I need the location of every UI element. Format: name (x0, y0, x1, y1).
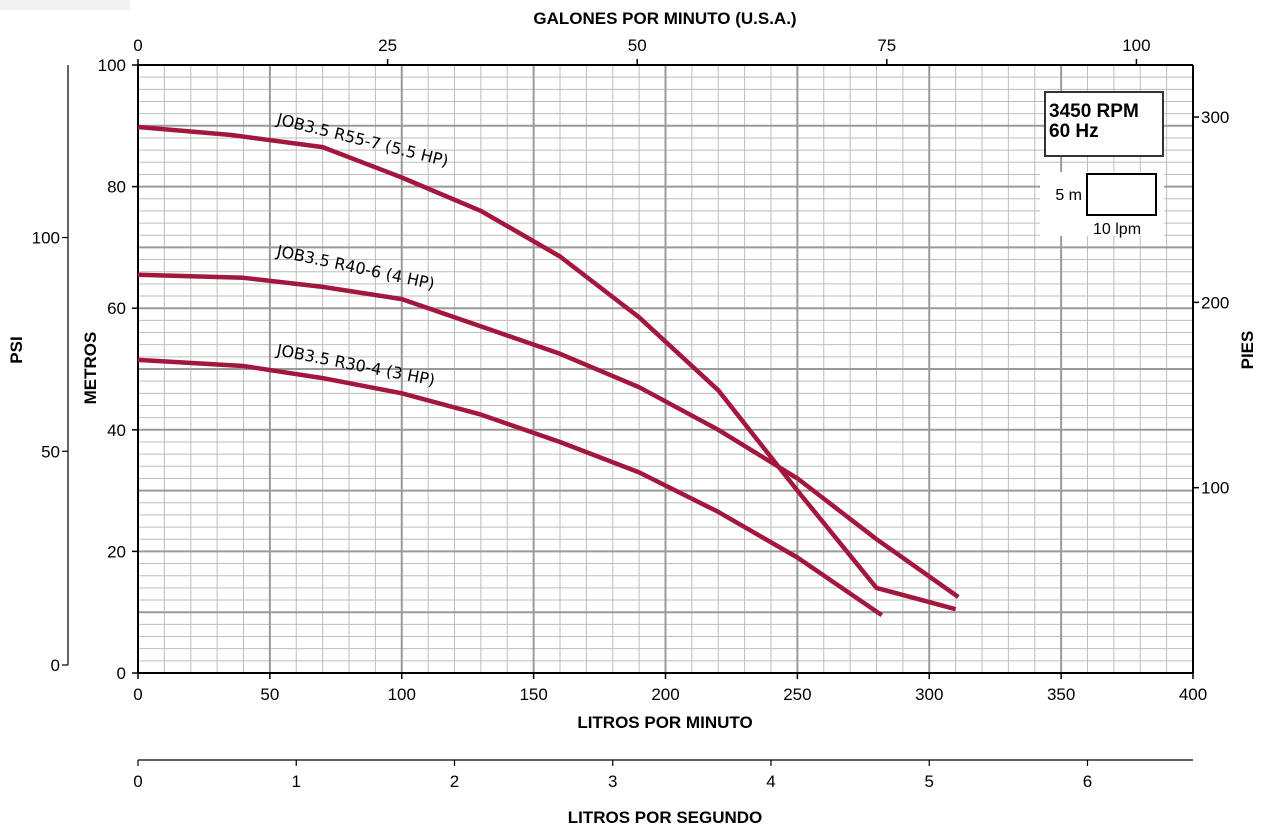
curve-r40-6 (137, 272, 960, 599)
scale-vertical-label: 5 m (1055, 187, 1082, 204)
hz-label: 60 Hz (1049, 121, 1099, 142)
pies-tick-label: 200 (1201, 293, 1229, 312)
lps-tick-label: 4 (766, 772, 775, 791)
lpm-tick-label: 250 (783, 685, 811, 704)
pump-curves (137, 124, 960, 618)
top-axis-title: GALONES POR MINUTO (U.S.A.) (533, 9, 796, 28)
metros-tick-label: 100 (98, 56, 126, 75)
pies-tick-label: 300 (1201, 108, 1229, 127)
metros-tick-label: 40 (107, 421, 126, 440)
rpm-box (1044, 91, 1164, 157)
lps-tick-label: 3 (608, 772, 617, 791)
pies-axis-title: PIES (1238, 331, 1257, 370)
metros-tick-label: 20 (107, 542, 126, 561)
scale-box (1086, 173, 1157, 216)
grid (138, 65, 1193, 673)
header-strip (0, 0, 130, 10)
lpm-tick-label: 100 (388, 685, 416, 704)
metros-tick-label: 0 (117, 664, 126, 683)
lpm-tick-label: 150 (519, 685, 547, 704)
scale-horizontal-label: 10 lpm (1093, 221, 1141, 238)
gpm-tick-label: 0 (133, 36, 142, 55)
lps-tick-label: 2 (450, 772, 459, 791)
lpm-tick-label: 0 (133, 685, 142, 704)
psi-tick-label: 0 (51, 656, 60, 675)
gpm-tick-label: 25 (378, 36, 397, 55)
psi-tick-label: 100 (32, 229, 60, 248)
gpm-tick-label: 50 (628, 36, 647, 55)
lpm-tick-label: 400 (1179, 685, 1207, 704)
metros-tick-label: 60 (107, 299, 126, 318)
bottom-axis-title: LITROS POR MINUTO (577, 713, 752, 732)
lpm-tick-label: 50 (260, 685, 279, 704)
metros-axis-title: METROS (81, 332, 100, 405)
pies-tick-label: 100 (1201, 479, 1229, 498)
lpm-tick-label: 200 (651, 685, 679, 704)
axes (62, 59, 1199, 766)
rpm-label: 3450 RPM (1049, 101, 1139, 122)
metros-tick-label: 80 (107, 178, 126, 197)
lps-axis-title: LITROS POR SEGUNDO (568, 808, 763, 827)
lps-tick-label: 6 (1083, 772, 1092, 791)
lpm-tick-label: 300 (915, 685, 943, 704)
psi-axis-title: PSI (7, 336, 26, 363)
psi-tick-label: 50 (41, 442, 60, 461)
curve-r55-7 (137, 124, 957, 612)
gpm-tick-label: 75 (877, 36, 896, 55)
lps-tick-label: 5 (925, 772, 934, 791)
curve-r30-4 (137, 357, 884, 618)
lpm-tick-label: 350 (1047, 685, 1075, 704)
gpm-tick-label: 100 (1122, 36, 1150, 55)
lps-tick-label: 0 (133, 772, 142, 791)
lps-tick-label: 1 (292, 772, 301, 791)
